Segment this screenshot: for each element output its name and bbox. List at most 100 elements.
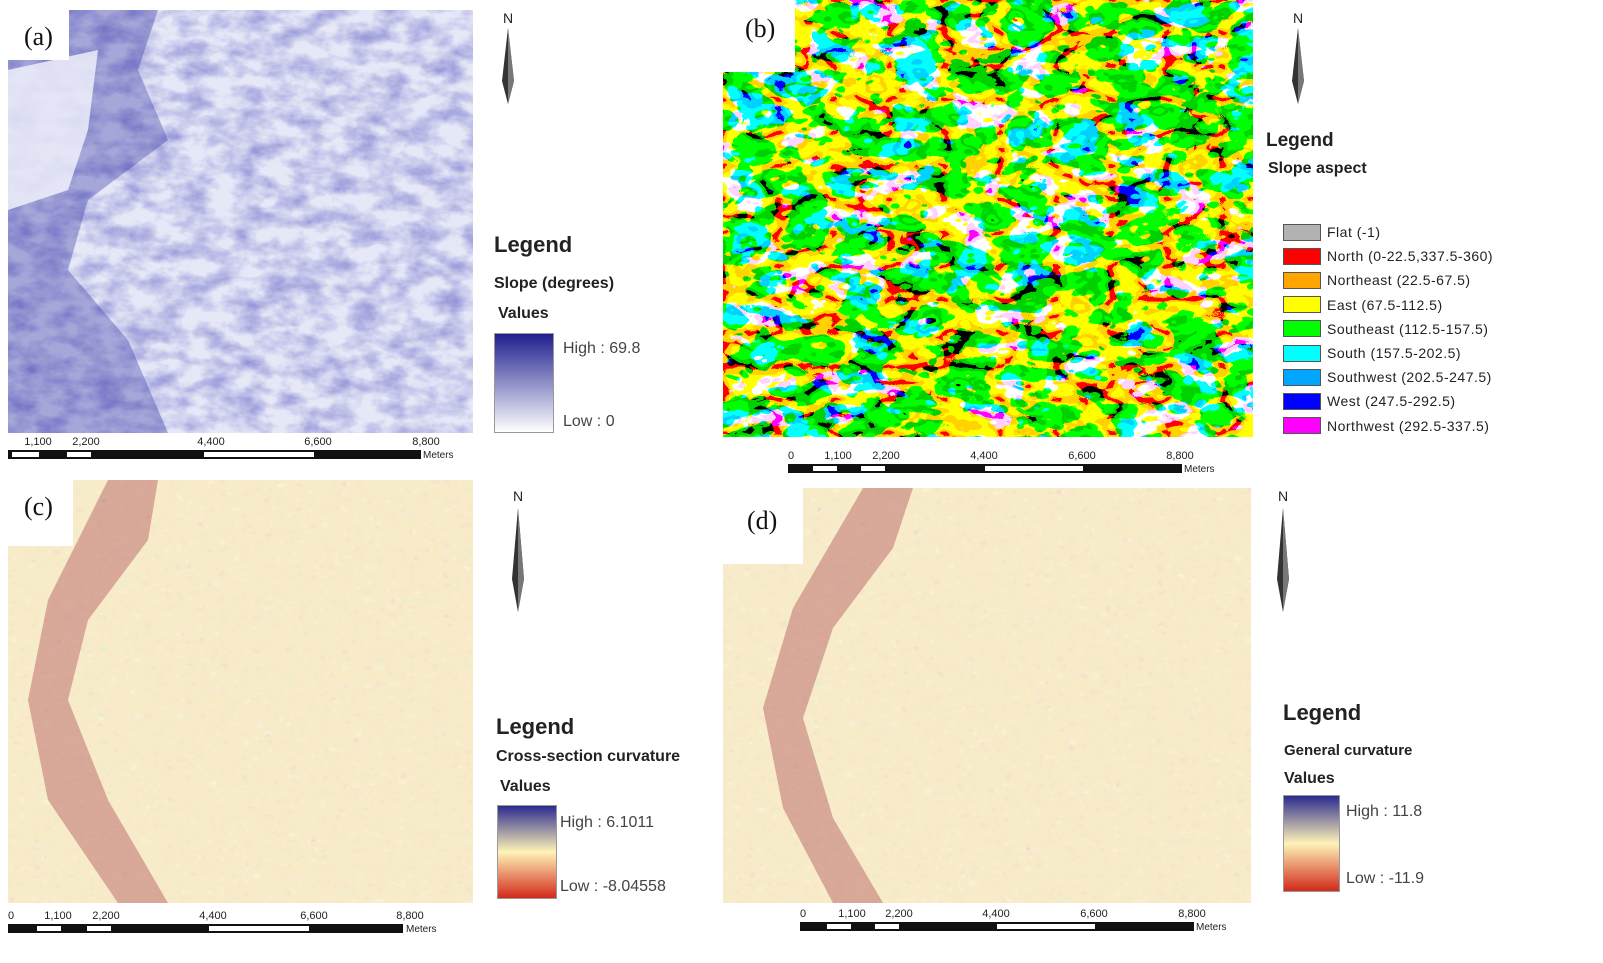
scale-unit: Meters [406,924,437,935]
north-arrow-icon [512,508,524,612]
cross-section-curvature-raster [8,480,473,903]
scale-unit: Meters [1184,464,1215,475]
aspect-class: Northwest (292.5-337.5) [1283,414,1493,438]
aspect-class: Flat (-1) [1283,220,1493,244]
panel-label-d: (d) [723,488,804,564]
color-ramp-c [497,805,557,899]
ramp-low-d: Low : -11.9 [1346,870,1424,887]
class-swatch [1283,392,1321,410]
class-swatch [1283,320,1321,338]
ramp-high-d: High : 11.8 [1346,803,1423,820]
aspect-raster [723,0,1253,437]
legend-title-a: Legend [494,232,573,257]
scale-unit: Meters [423,450,454,461]
class-swatch [1283,368,1321,386]
scale-bar-c: 0 1,100 2,200 4,400 6,600 8,800 Meters [8,910,478,938]
scale-tick: 2,200 [92,910,120,922]
scale-unit: Meters [1196,922,1227,933]
scale-tick: 1,100 [44,910,72,922]
scale-tick: 8,800 [1166,450,1194,462]
class-swatch [1283,344,1321,362]
scale-tick: 0 [799,908,807,920]
panel-label-b: (b) [723,0,796,72]
class-label: North (0-22.5,337.5-360) [1327,248,1494,265]
scale-bar-d: 0 1,100 2,200 4,400 6,600 8,800 Meters [800,908,1240,936]
aspect-class: East (67.5-112.5) [1283,293,1493,317]
aspect-class: South (157.5-202.5) [1283,341,1493,365]
class-label: West (247.5-292.5) [1327,393,1456,410]
map-panel-cross-section-curvature: (c) [8,480,473,903]
scale-bar-b: 0 1,100 2,200 4,400 6,600 8,800 Meters [788,450,1228,478]
color-ramp-a [494,333,554,433]
north-arrow-icon [1292,28,1304,104]
aspect-class: Southeast (112.5-157.5) [1283,317,1493,341]
legend-title-b: Legend [1266,130,1334,151]
layer-name-d: General curvature [1284,742,1413,759]
north-arrow-icon [502,28,514,104]
aspect-class: North (0-22.5,337.5-360) [1283,244,1493,268]
class-label: Northwest (292.5-337.5) [1327,417,1490,434]
layer-name-b: Slope aspect [1268,160,1367,177]
aspect-class: Northeast (22.5-67.5) [1283,268,1493,292]
ramp-high-a: High : 69.8 [563,340,641,357]
scale-tick: 4,400 [982,908,1010,920]
panel-label-c: (c) [8,480,73,546]
class-label: Southeast (112.5-157.5) [1327,320,1489,337]
scale-tick: 4,400 [199,910,227,922]
north-arrow-a: N [488,10,528,111]
aspect-class: West (247.5-292.5) [1283,389,1493,413]
aspect-class: Southwest (202.5-247.5) [1283,365,1493,389]
class-label: East (67.5-112.5) [1327,296,1443,313]
scale-tick: 6,600 [300,910,328,922]
north-label: N [1277,488,1289,504]
scale-tick: 6,600 [1068,450,1096,462]
class-swatch [1283,417,1321,435]
north-arrow-icon [1277,508,1289,612]
values-label-c: Values [500,778,551,795]
scale-tick: 2,200 [72,436,100,448]
north-arrow-b: N [1278,10,1318,111]
class-label: Flat (-1) [1327,224,1381,241]
map-panel-slope: (a) [8,10,473,433]
north-label: N [502,10,514,26]
scale-tick: 1,100 [824,450,852,462]
color-ramp-d [1283,795,1340,892]
scale-bar-a: 1,100 2,200 4,400 6,600 8,800 Meters [8,436,478,464]
scale-tick: 1,100 [838,908,866,920]
ramp-low-c: Low : -8.04558 [560,878,666,895]
scale-tick: 1,100 [24,436,52,448]
scale-tick: 0 [7,910,15,922]
scale-bar-graphic [788,464,1182,473]
layer-name-c: Cross-section curvature [496,748,681,765]
north-arrow-d: N [1263,488,1303,619]
scale-tick: 4,400 [970,450,998,462]
north-label: N [512,488,524,504]
ramp-high-c: High : 6.1011 [560,814,654,831]
scale-tick: 0 [787,450,795,462]
legend-title-c: Legend [496,714,575,739]
scale-tick: 6,600 [1080,908,1108,920]
scale-tick: 2,200 [872,450,900,462]
scale-tick: 8,800 [412,436,440,448]
values-label-d: Values [1284,770,1335,787]
class-label: Northeast (22.5-67.5) [1327,272,1471,289]
scale-bar-graphic [800,922,1194,931]
map-panel-general-curvature: (d) [723,488,1251,903]
scale-bar-graphic [8,924,403,933]
scale-tick: 4,400 [197,436,225,448]
scale-tick: 6,600 [304,436,332,448]
class-label: Southwest (202.5-247.5) [1327,369,1492,386]
ramp-low-a: Low : 0 [563,413,615,430]
general-curvature-raster [723,488,1251,903]
class-swatch [1283,296,1321,314]
scale-bar-graphic [8,450,421,459]
north-label: N [1292,10,1304,26]
aspect-class-list: Flat (-1) North (0-22.5,337.5-360) North… [1283,220,1493,438]
scale-tick: 8,800 [396,910,424,922]
north-arrow-c: N [498,488,538,619]
panel-label-a: (a) [8,10,69,60]
class-swatch [1283,247,1321,265]
values-label-a: Values [498,305,549,322]
scale-tick: 2,200 [885,908,913,920]
class-label: South (157.5-202.5) [1327,345,1462,362]
